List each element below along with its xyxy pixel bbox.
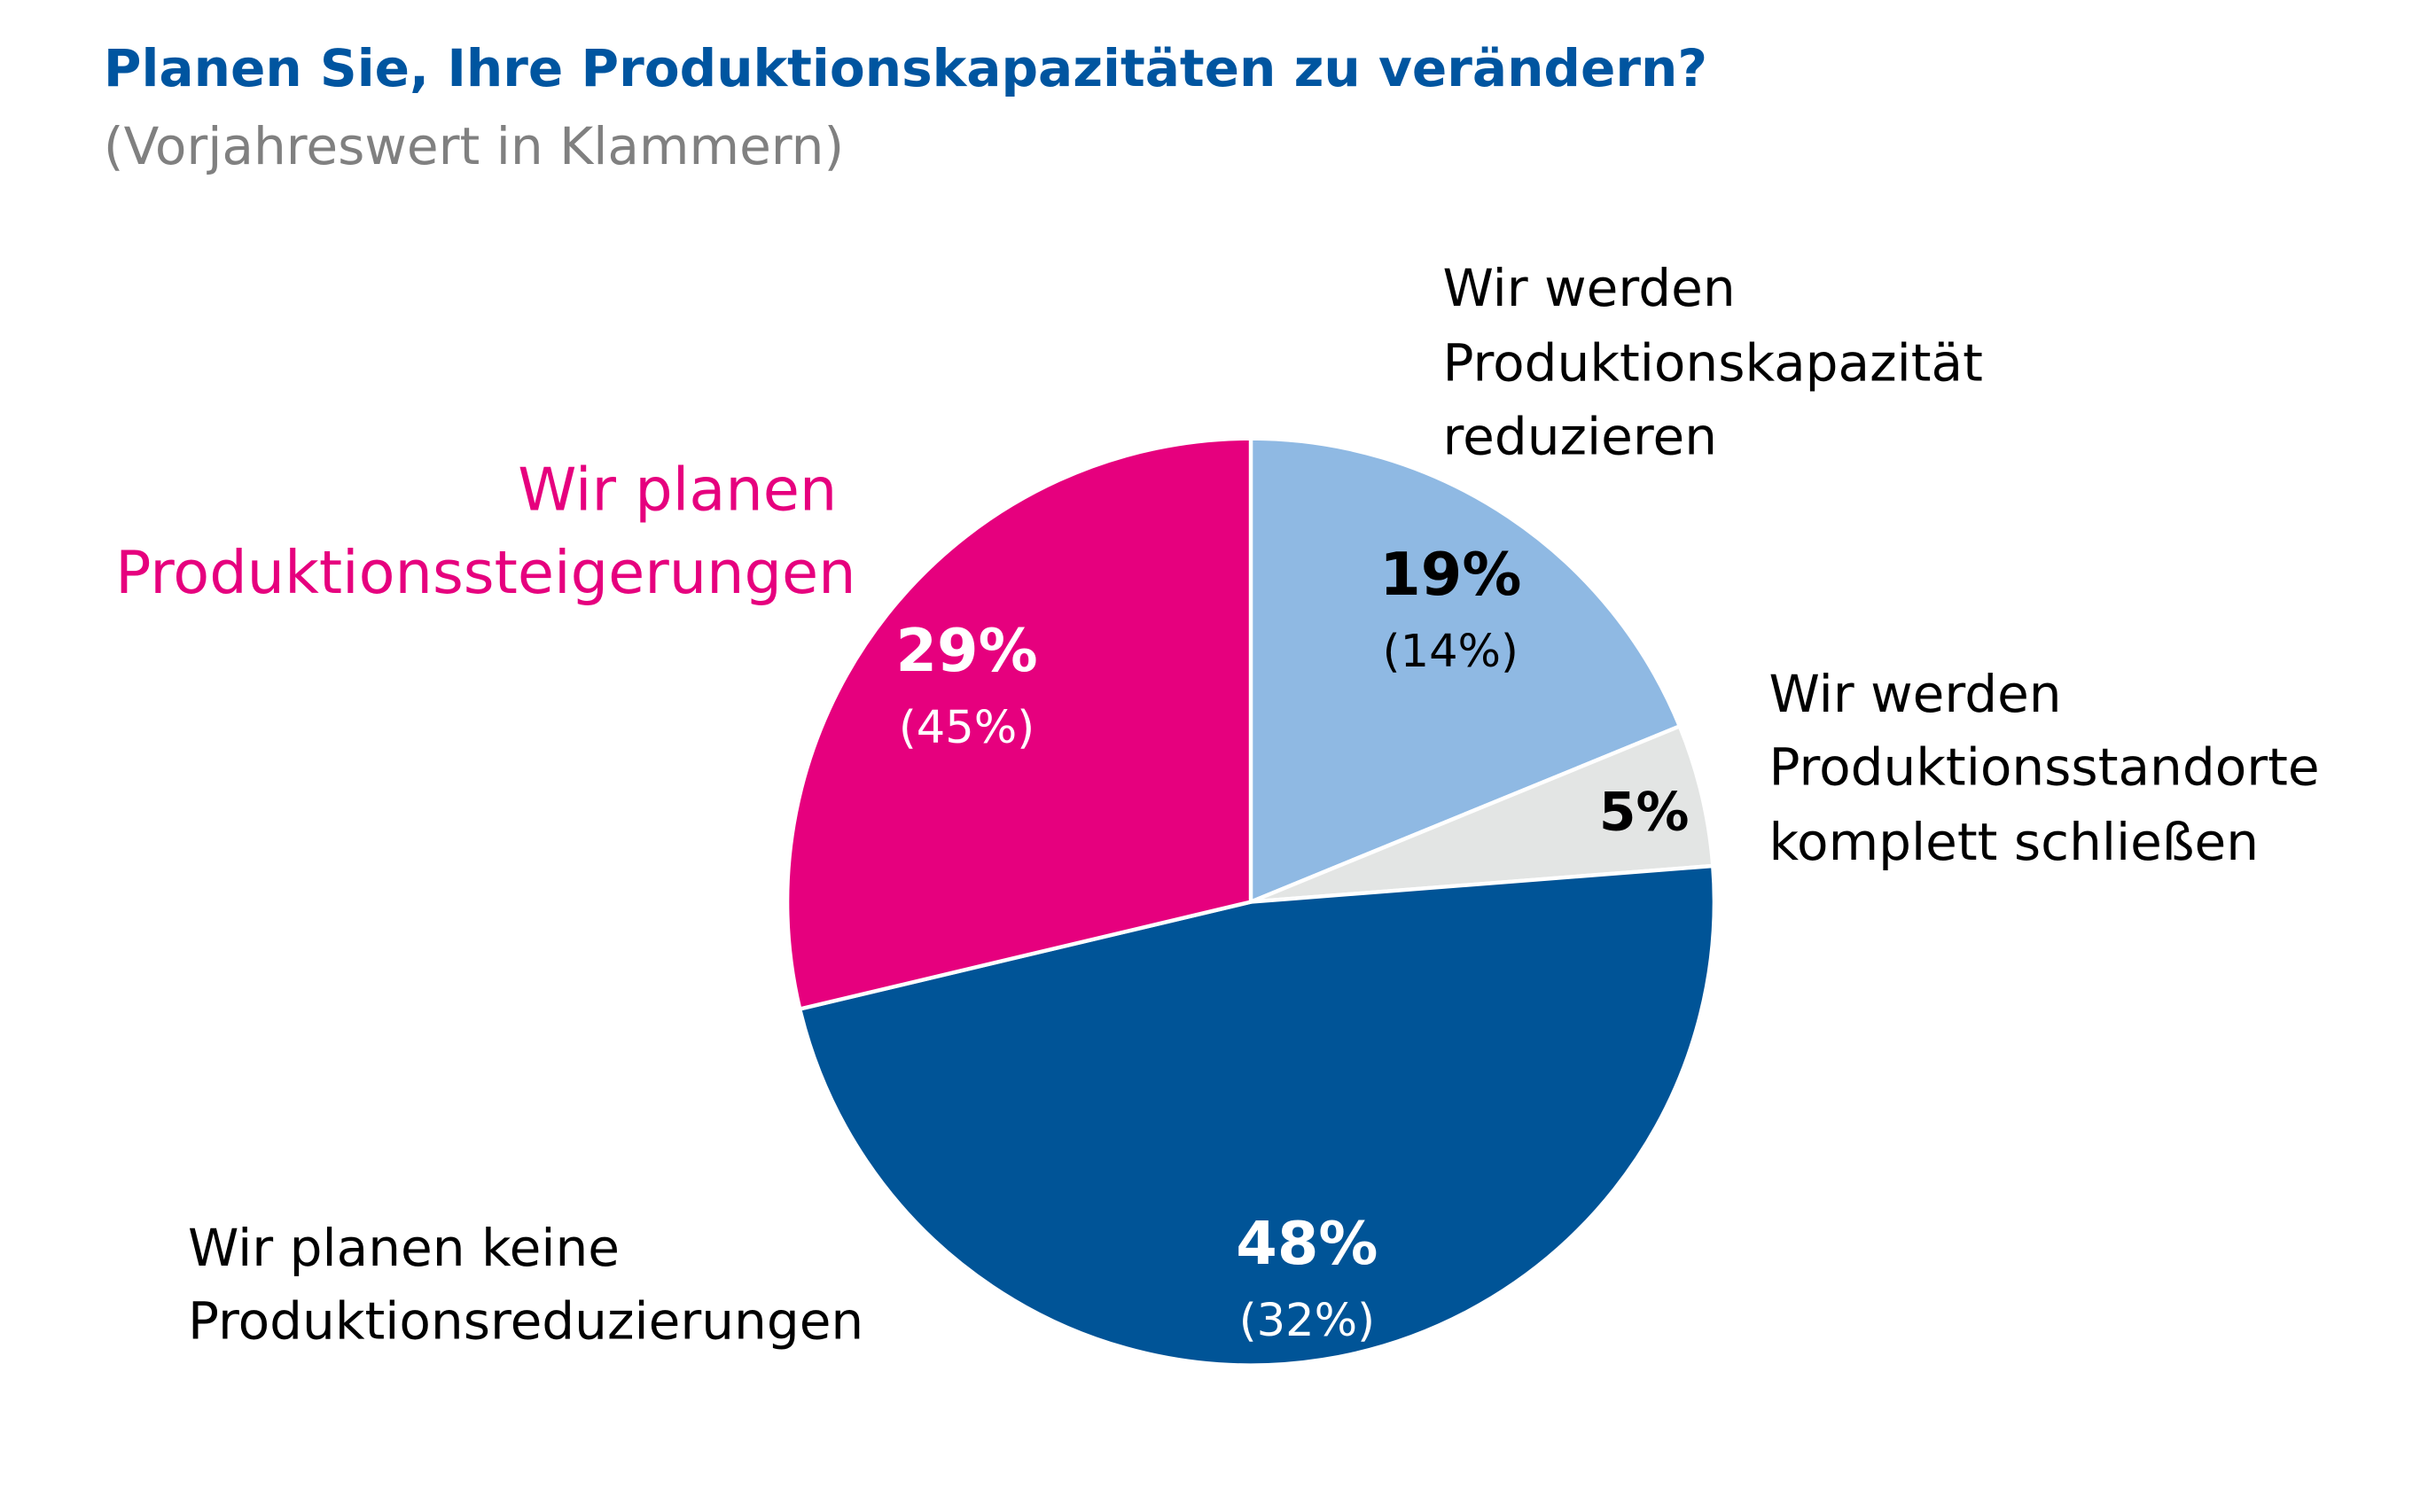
previous-label-14: (14%) (1383, 626, 1519, 678)
pie-slice-5 (1250, 723, 1715, 904)
label-no-reduction: Wir planen keine Produktionsreduzierunge… (188, 1218, 863, 1352)
label-increase: Wir planen Produktionssteigerungen (115, 456, 855, 607)
value-label-19: 19% (1379, 540, 1521, 609)
previous-label-45: (45%) (899, 702, 1035, 754)
label-close-sites: Wir werden Produktionsstandorte komplett… (1768, 664, 2336, 872)
pie-slice-19 (1248, 436, 1683, 905)
pie-slice-48 (797, 863, 1717, 1368)
chart-subtitle: (Vorjahreswert in Klammern) (104, 116, 844, 176)
value-label-5: 5% (1599, 782, 1690, 844)
value-label-48: 48% (1236, 1209, 1378, 1278)
pie-slice-29 (785, 436, 1253, 1012)
label-reduce-capacity: Wir werden Produktionskapazität reduzier… (1443, 258, 2000, 466)
chart-title: Planen Sie, Ihre Produktionskapazitäten … (104, 38, 1707, 98)
previous-label-32: (32%) (1239, 1295, 1375, 1347)
value-label-29: 29% (895, 616, 1037, 685)
